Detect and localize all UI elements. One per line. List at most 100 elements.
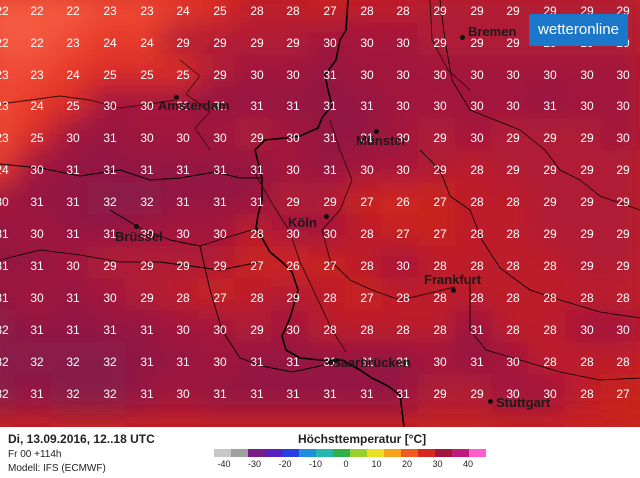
city-label: Köln: [288, 215, 317, 230]
legend-swatch: [469, 449, 486, 457]
legend-swatch: [265, 449, 283, 457]
temperature-value: 22: [0, 4, 9, 18]
temperature-value: 30: [616, 131, 630, 145]
temperature-value: 31: [250, 387, 264, 401]
temperature-value: 27: [616, 387, 630, 401]
city-marker: [134, 224, 139, 229]
temperature-value: 25: [30, 131, 44, 145]
temperature-value: 29: [250, 323, 264, 337]
temperature-value: 31: [103, 131, 117, 145]
temperature-value: 28: [176, 291, 190, 305]
temperature-value: 30: [286, 68, 300, 82]
temperature-value: 32: [103, 195, 117, 209]
temperature-value: 31: [360, 99, 374, 113]
temperature-value: 29: [506, 131, 520, 145]
legend-swatch: [248, 449, 266, 457]
city-label: Saarbrücken: [332, 355, 411, 370]
map-footer: Di, 13.09.2016, 12..18 UTC Fr 00 +114h M…: [0, 427, 640, 478]
temperature-value: 28: [433, 291, 447, 305]
temperature-value: 30: [580, 323, 594, 337]
temperature-value: 30: [396, 131, 410, 145]
temperature-value: 30: [176, 387, 190, 401]
temperature-value: 29: [616, 163, 630, 177]
legend-tick-label: 0: [343, 459, 349, 469]
temperature-value: 28: [506, 259, 520, 273]
temperature-value: 29: [580, 163, 594, 177]
temperature-value: 28: [470, 291, 484, 305]
temperature-value: 29: [580, 227, 594, 241]
temperature-value: 31: [213, 195, 227, 209]
temperature-value: 31: [140, 387, 154, 401]
temperature-value: 28: [543, 259, 557, 273]
temperature-value: 31: [30, 387, 44, 401]
temperature-value: 31: [66, 227, 80, 241]
temperature-value: 30: [396, 99, 410, 113]
temperature-cell: [88, 374, 132, 414]
temperature-value: 31: [30, 323, 44, 337]
temperature-value: 32: [66, 355, 80, 369]
temperature-value: 31: [103, 163, 117, 177]
temperature-value: 30: [506, 355, 520, 369]
temperature-value: 31: [250, 195, 264, 209]
temperature-cell: [381, 374, 425, 414]
city-marker: [460, 35, 465, 40]
legend-swatch: [333, 449, 351, 457]
temperature-value: 29: [140, 291, 154, 305]
temperature-value: 29: [433, 387, 447, 401]
temperature-value: 28: [396, 4, 410, 18]
temperature-value: 31: [66, 323, 80, 337]
legend-title: Höchsttemperatur [°C]: [298, 432, 427, 446]
temperature-value: 26: [396, 195, 410, 209]
temperature-value: 32: [66, 387, 80, 401]
temperature-value: 29: [470, 36, 484, 50]
city-label: Amsterdam: [158, 98, 230, 113]
temperature-value: 28: [506, 195, 520, 209]
temperature-value: 31: [360, 387, 374, 401]
river-line: [0, 95, 176, 109]
border-line: [439, 0, 640, 211]
temperature-value: 31: [213, 387, 227, 401]
temperature-value: 31: [213, 99, 227, 113]
temperature-value: 30: [616, 323, 630, 337]
temperature-cell: [161, 374, 205, 414]
border-line: [469, 280, 640, 381]
forecast-date: Di, 13.09.2016, 12..18 UTC: [8, 432, 155, 446]
temperature-value: 26: [286, 259, 300, 273]
temperature-value: 30: [433, 99, 447, 113]
temperature-value: 29: [286, 195, 300, 209]
legend-tick-label: 30: [432, 459, 443, 469]
temperature-value: 24: [30, 99, 44, 113]
legend-swatch: [384, 449, 402, 457]
temperature-value: 30: [396, 259, 410, 273]
temperature-cell: [528, 374, 572, 414]
temperature-value: 30: [140, 131, 154, 145]
legend-swatch: [435, 449, 453, 457]
temperature-value: 24: [176, 4, 190, 18]
city-marker: [488, 399, 493, 404]
temperature-value: 28: [506, 291, 520, 305]
temperature-value: 31: [213, 163, 227, 177]
legend-tick-label: -30: [247, 459, 261, 469]
temperature-value: 28: [543, 323, 557, 337]
temperature-value: 30: [0, 195, 9, 209]
temperature-value: 28: [616, 355, 630, 369]
legend-swatch: [367, 449, 385, 457]
temperature-value: 25: [176, 68, 190, 82]
temperature-value: 29: [470, 387, 484, 401]
temperature-value: 28: [470, 195, 484, 209]
temperature-value: 29: [250, 36, 264, 50]
temperature-value: 23: [103, 4, 117, 18]
temperature-value: 28: [323, 323, 337, 337]
temperature-value: 32: [30, 355, 44, 369]
legend-tick-label: 10: [371, 459, 382, 469]
temperature-value: 31: [360, 131, 374, 145]
temperature-value: 23: [30, 68, 44, 82]
temperature-value: 29: [103, 259, 117, 273]
temperature-value: 27: [213, 291, 227, 305]
temperature-value: 31: [396, 387, 410, 401]
temperature-value: 25: [66, 99, 80, 113]
temperature-value: 29: [176, 36, 190, 50]
legend-swatch: [350, 449, 368, 457]
temperature-value: 29: [433, 36, 447, 50]
temperature-value: 29: [250, 131, 264, 145]
